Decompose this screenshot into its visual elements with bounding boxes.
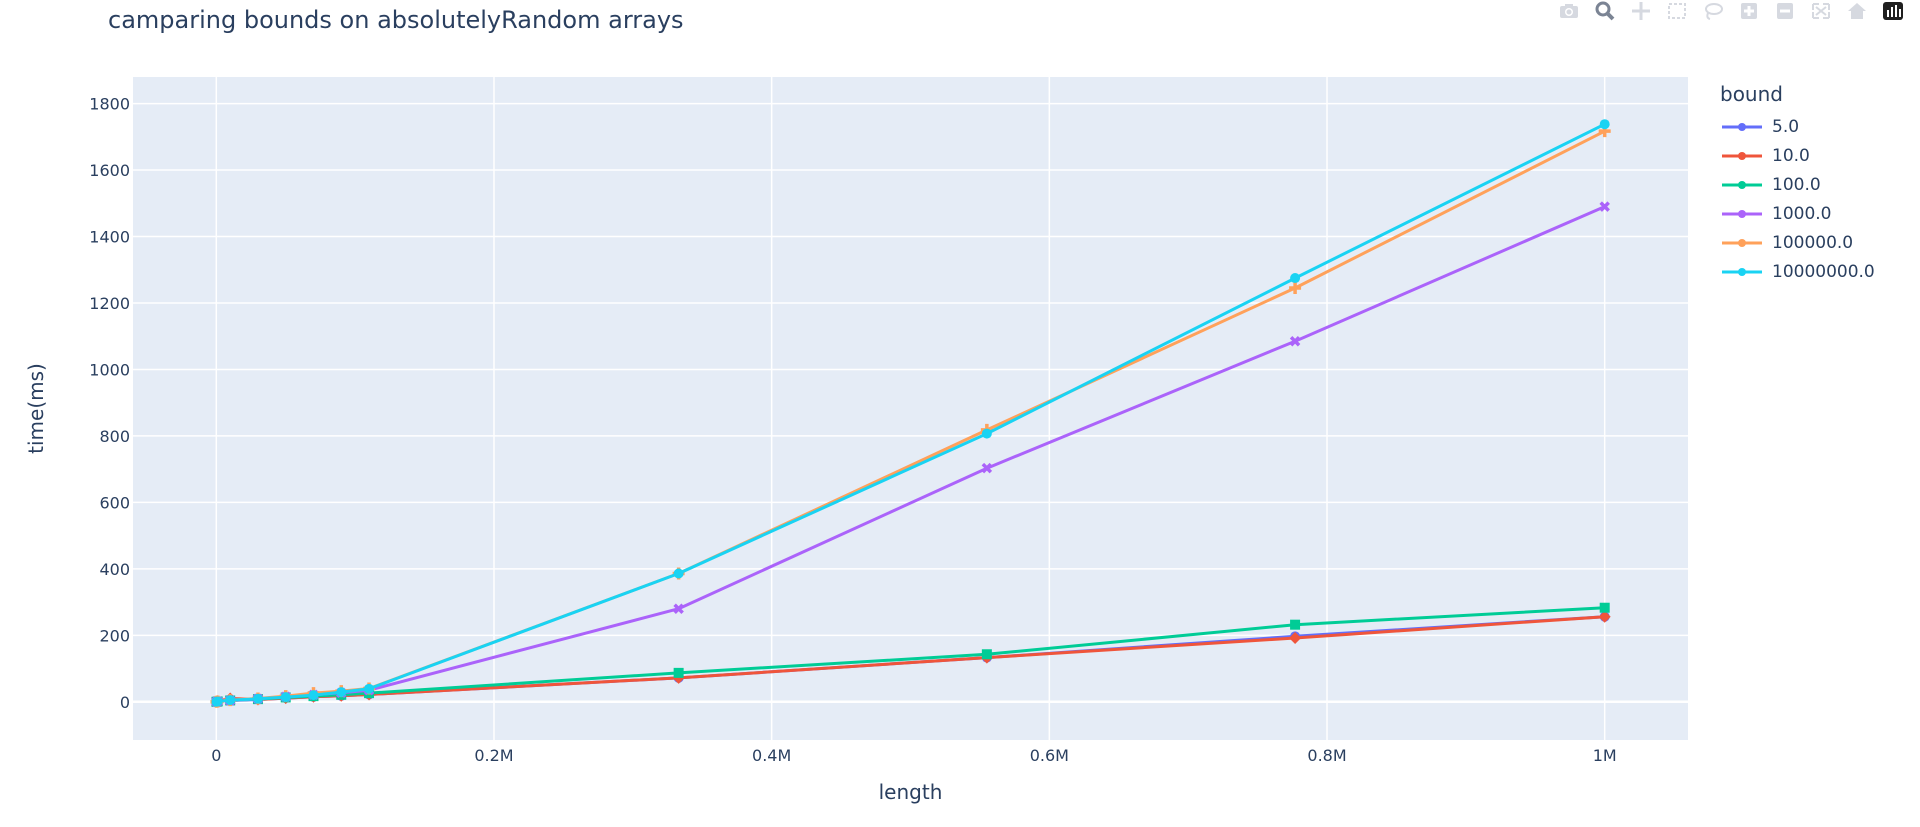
legend-title: bound — [1720, 82, 1783, 106]
y-tick-label: 400 — [99, 560, 130, 579]
legend-label: 10000000.0 — [1772, 261, 1875, 282]
x-tick-label: 0.8M — [1307, 746, 1346, 765]
legend-item[interactable]: 100.0 — [1720, 170, 1875, 199]
data-point-series-5 — [280, 692, 291, 703]
y-tick-label: 1000 — [89, 360, 130, 379]
data-point-series-4 — [1289, 282, 1302, 295]
data-point-series-2 — [673, 667, 684, 678]
data-point-series-5 — [336, 687, 347, 698]
y-tick-label: 1200 — [89, 294, 130, 313]
lasso-icon[interactable] — [1700, 1, 1726, 21]
chart-title: camparing bounds on absolutelyRandom arr… — [108, 6, 684, 34]
legend-item[interactable]: 1000.0 — [1720, 199, 1875, 228]
data-point-series-3 — [1289, 335, 1301, 347]
modebar — [1556, 0, 1906, 22]
x-axis-label: length — [879, 780, 943, 804]
legend-label: 100.0 — [1772, 174, 1821, 195]
x-tick-label: 0 — [211, 746, 221, 765]
data-point-series-5 — [1599, 119, 1610, 130]
data-point-series-5 — [1290, 273, 1301, 284]
legend-label: 10.0 — [1772, 145, 1810, 166]
pan-icon[interactable] — [1628, 1, 1654, 21]
data-point-series-3 — [1599, 201, 1610, 212]
data-point-series-5 — [212, 696, 223, 707]
legend-swatch — [1722, 122, 1762, 131]
x-tick-label: 0.6M — [1030, 746, 1069, 765]
zoom-in-icon[interactable] — [1736, 1, 1762, 21]
legend-label: 5.0 — [1772, 116, 1800, 137]
data-point-series-5 — [308, 690, 319, 701]
legend-swatch — [1722, 267, 1762, 276]
plot-background — [133, 77, 1688, 740]
y-tick-label: 1400 — [89, 228, 130, 247]
y-tick-label: 1800 — [89, 95, 130, 114]
data-point-series-5 — [225, 695, 236, 706]
legend-swatch — [1722, 151, 1762, 160]
legend-item[interactable]: 10000000.0 — [1720, 257, 1875, 286]
legend: bound 5.0 10.0 100.0 1000.0 100000.0 10000000… — [1720, 82, 1875, 286]
y-tick-label: 600 — [99, 493, 130, 512]
legend-swatch — [1722, 209, 1762, 218]
data-point-series-3 — [981, 462, 993, 474]
legend-label: 100000.0 — [1772, 232, 1854, 253]
data-point-series-1 — [1289, 631, 1302, 644]
data-point-series-5 — [673, 568, 684, 579]
camera-icon[interactable] — [1556, 1, 1582, 21]
zoom-out-icon[interactable] — [1772, 1, 1798, 21]
data-point-series-5 — [364, 683, 375, 694]
autoscale-icon[interactable] — [1808, 1, 1834, 21]
data-point-series-5 — [252, 693, 263, 704]
data-point-series-2 — [981, 649, 992, 660]
legend-label: 1000.0 — [1772, 203, 1832, 224]
y-axis-label: time(ms) — [24, 363, 48, 454]
x-tick-label: 0.2M — [474, 746, 513, 765]
y-tick-label: 0 — [120, 693, 130, 712]
y-tick-label: 800 — [99, 427, 130, 446]
data-point-series-2 — [1599, 602, 1610, 613]
data-point-series-3 — [673, 603, 684, 614]
legend-swatch — [1722, 238, 1762, 247]
legend-item[interactable]: 5.0 — [1720, 112, 1875, 141]
box-select-icon[interactable] — [1664, 1, 1690, 21]
x-tick-label: 0.4M — [752, 746, 791, 765]
plotly-logo-icon[interactable] — [1880, 1, 1906, 21]
legend-swatch — [1722, 180, 1762, 189]
x-tick-label: 1M — [1593, 746, 1617, 765]
y-tick-label: 1600 — [89, 161, 130, 180]
legend-items: 5.0 10.0 100.0 1000.0 100000.0 10000000.0 — [1720, 112, 1875, 286]
y-tick-label: 200 — [99, 626, 130, 645]
legend-item[interactable]: 10.0 — [1720, 141, 1875, 170]
zoom-icon[interactable] — [1592, 1, 1618, 21]
data-point-series-5 — [981, 428, 992, 439]
data-point-series-1 — [1598, 610, 1611, 623]
data-point-series-2 — [1290, 619, 1301, 630]
legend-item[interactable]: 100000.0 — [1720, 228, 1875, 257]
reset-axes-icon[interactable] — [1844, 1, 1870, 21]
